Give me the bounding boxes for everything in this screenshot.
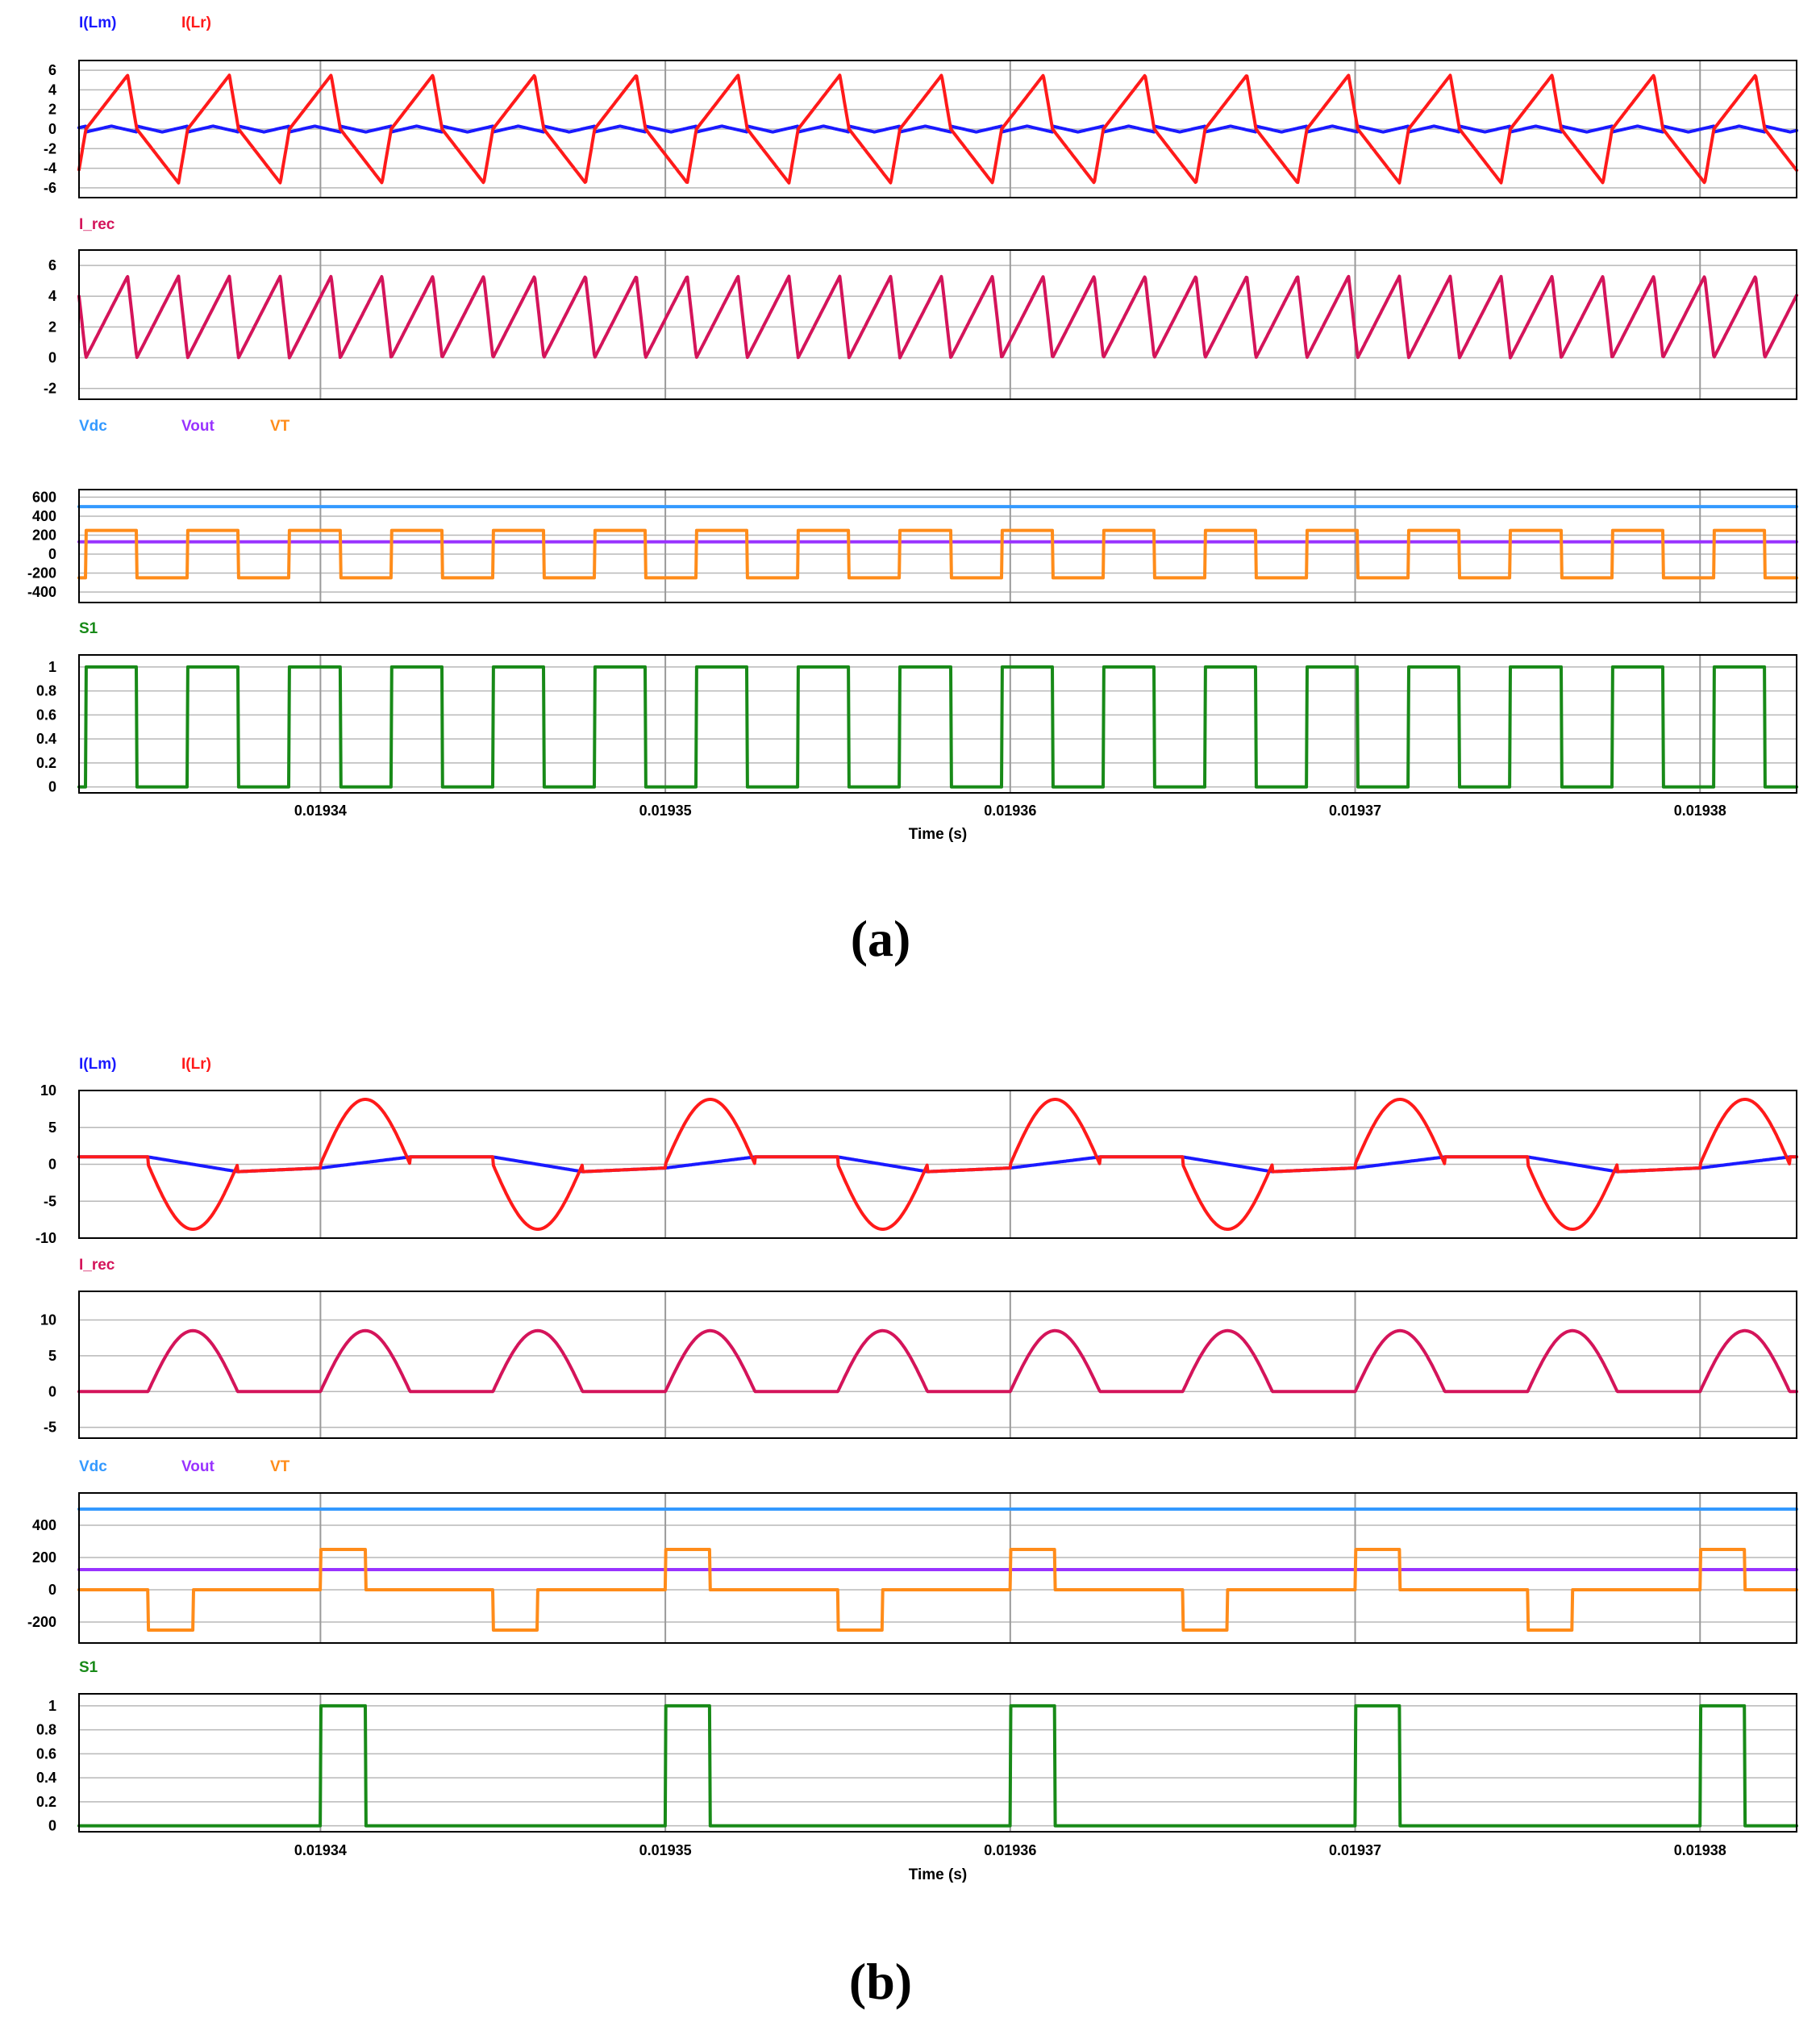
y-tick-label: 0.8 — [36, 683, 56, 699]
plot-frame — [78, 1693, 1797, 1833]
y-tick-label: 1 — [48, 659, 56, 675]
legend-vdc: Vdc — [79, 418, 107, 435]
plot-frame — [78, 1090, 1797, 1239]
trace-s1 — [77, 1703, 1798, 1828]
trace-i-rec — [77, 1328, 1798, 1394]
y-tick-label: 400 — [32, 1517, 56, 1533]
legend-vt: VT — [270, 1458, 290, 1475]
x-tick-label: 0.01936 — [984, 803, 1036, 819]
legend-i-lr: I(Lr) — [181, 15, 211, 31]
y-tick-label: 0 — [48, 1818, 56, 1834]
y-tick-label: 400 — [32, 508, 56, 524]
x-tick-label: 0.01938 — [1674, 803, 1726, 819]
panel-a-4: 1 0.8 0.6 0.4 0.2 0 S1 — [36, 620, 1798, 795]
y-tick-label: 0 — [48, 546, 56, 562]
y-tick-label: 2 — [48, 102, 56, 118]
y-tick-label: 0 — [48, 1383, 56, 1399]
x-axis-label: Time (s) — [909, 826, 968, 843]
x-tick-label: 0.01934 — [294, 803, 347, 819]
y-tick-label: 1 — [48, 1698, 56, 1714]
y-tick-label: 0 — [48, 1582, 56, 1598]
y-tick-label: 10 — [40, 1312, 56, 1328]
x-axis-label: Time (s) — [909, 1866, 968, 1883]
y-tick-label: 6 — [48, 62, 56, 78]
legend-i-rec: I_rec — [79, 1257, 115, 1274]
panel-b-4: 1 0.8 0.6 0.4 0.2 0 S1 — [36, 1659, 1798, 1834]
y-tick-label: 600 — [32, 489, 56, 505]
legend-s1: S1 — [79, 1659, 98, 1676]
y-tick-label: 200 — [32, 527, 56, 543]
legend-vout: Vout — [181, 1458, 214, 1475]
y-tick-label: -5 — [44, 1193, 56, 1209]
trace-i-lr — [77, 73, 1798, 185]
legend-i-lr: I(Lr) — [181, 1056, 211, 1073]
y-tick-label: 0.6 — [36, 707, 56, 723]
y-tick-label: 0 — [48, 350, 56, 366]
panel-a-1: 6 4 2 0 -2 -4 -6 I(Lm) I(Lr) — [44, 15, 1798, 198]
panel-b-3: 400 200 0 -200 Vdc Vout VT — [27, 1458, 1798, 1644]
y-tick-label: -5 — [44, 1420, 56, 1436]
legend-i-lm: I(Lm) — [79, 1056, 116, 1073]
y-tick-label: -2 — [44, 140, 56, 156]
y-tick-label: 0.8 — [36, 1722, 56, 1738]
legend-vout: Vout — [181, 418, 214, 435]
plot-frame — [78, 489, 1797, 603]
figure-caption: (a) — [851, 910, 911, 967]
y-tick-label: 2 — [48, 319, 56, 335]
y-tick-label: 0.2 — [36, 1794, 56, 1810]
y-tick-label: 0.6 — [36, 1745, 56, 1762]
trace-i-lr — [77, 1098, 1798, 1231]
x-tick-label: 0.01935 — [639, 1842, 692, 1858]
y-tick-label: 0 — [48, 121, 56, 137]
trace-s1 — [77, 665, 1798, 789]
x-tick-label: 0.01934 — [294, 1842, 347, 1858]
trace-i-rec — [77, 274, 1798, 360]
legend-s1: S1 — [79, 620, 98, 637]
x-tick-label: 0.01937 — [1329, 803, 1381, 819]
plot-frame — [78, 249, 1797, 400]
panel-a-2: 6 4 2 0 -2 I_rec — [44, 216, 1798, 400]
legend-i-rec: I_rec — [79, 216, 115, 233]
trace-vt — [77, 1548, 1798, 1632]
y-tick-label: 200 — [32, 1549, 56, 1566]
x-tick-label: 0.01936 — [984, 1842, 1036, 1858]
figure-caption: (b) — [849, 1953, 912, 2010]
legend-i-lm: I(Lm) — [79, 15, 116, 31]
plot-frame — [78, 60, 1797, 198]
y-tick-label: -200 — [27, 1614, 56, 1630]
y-tick-label: -400 — [27, 584, 56, 600]
y-tick-label: -10 — [35, 1230, 56, 1246]
y-tick-label: 0 — [48, 779, 56, 795]
x-tick-label: 0.01935 — [639, 803, 692, 819]
trace-vt — [77, 528, 1798, 580]
x-tick-label: 0.01938 — [1674, 1842, 1726, 1858]
plot-frame — [78, 654, 1797, 794]
y-tick-label: 0 — [48, 1157, 56, 1173]
y-tick-label: -200 — [27, 565, 56, 582]
x-tick-label: 0.01937 — [1329, 1842, 1381, 1858]
y-tick-label: 5 — [48, 1120, 56, 1136]
y-tick-label: 4 — [48, 288, 56, 304]
panel-b-1: 10 5 0 -5 -10 I(Lm) I(Lr) — [35, 1056, 1798, 1246]
y-tick-label: 6 — [48, 257, 56, 273]
plot-frame — [78, 1291, 1797, 1439]
y-tick-label: 0.4 — [36, 1770, 56, 1786]
plot-frame — [78, 1492, 1797, 1644]
y-tick-label: 5 — [48, 1348, 56, 1364]
legend-vdc: Vdc — [79, 1458, 107, 1475]
y-tick-label: -6 — [44, 180, 56, 196]
y-tick-label: 0.4 — [36, 731, 56, 747]
y-tick-label: 10 — [40, 1082, 56, 1099]
y-tick-label: -2 — [44, 381, 56, 397]
y-tick-label: 4 — [48, 81, 56, 98]
figure-a: 6 4 2 0 -2 -4 -6 I(Lm) I(Lr) 6 4 2 0 -2 I_rec 600 400 200… — [27, 15, 1798, 967]
panel-b-2: 10 5 0 -5 I_rec — [40, 1257, 1798, 1439]
panel-a-3: 600 400 200 0 -200 -400 Vdc Vout VT — [27, 418, 1798, 603]
legend-vt: VT — [270, 418, 290, 435]
y-tick-label: 0.2 — [36, 755, 56, 771]
y-tick-label: -4 — [44, 161, 56, 177]
